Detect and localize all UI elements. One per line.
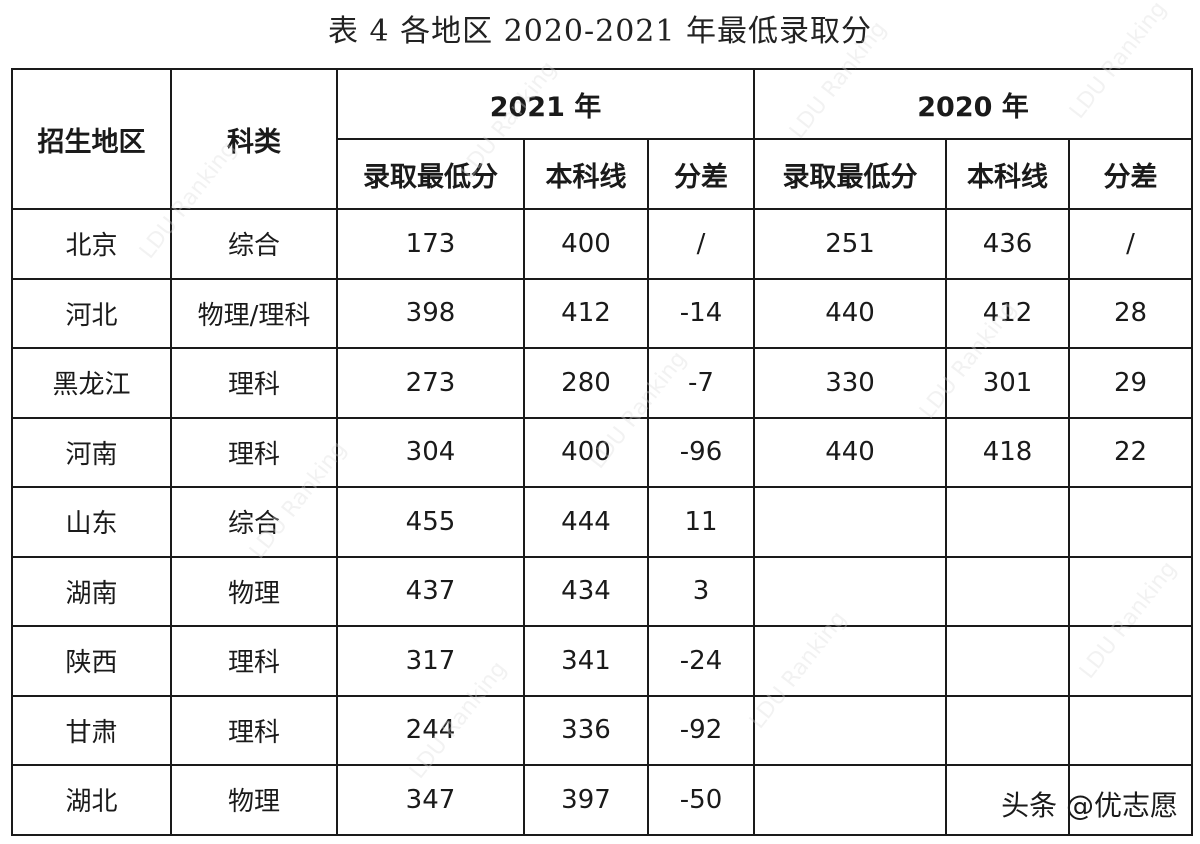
baseline-2021-cell: 444 [523,486,649,558]
subject-cell: 物理 [170,764,338,836]
min-score-2021-cell: 455 [336,486,525,558]
table-row: 河北 物理/理科 398 412 -14 440 412 28 [11,277,1194,349]
diff-2020-cell: 28 [1068,277,1194,349]
min-score-2020-cell: 440 [753,277,948,349]
diff-2021-cell: -50 [646,764,756,836]
region-cell: 黑龙江 [11,347,172,419]
region-cell: 湖北 [11,764,172,836]
region-cell: 河北 [11,277,172,349]
header-year-2020: 2020 年 [753,68,1194,140]
baseline-2021-cell: 400 [523,208,649,280]
diff-2021-cell: -96 [646,416,756,488]
baseline-2020-cell [945,625,1071,697]
baseline-2021-cell: 341 [523,625,649,697]
region-cell: 河南 [11,416,172,488]
subject-cell: 理科 [170,625,338,697]
table-row: 湖北 物理 347 397 -50 [11,764,1194,836]
diff-2020-cell [1068,694,1194,766]
diff-2020-cell: / [1068,208,1194,280]
subject-cell: 物理/理科 [170,277,338,349]
min-score-2021-cell: 317 [336,625,525,697]
region-cell: 陕西 [11,625,172,697]
region-cell: 甘肃 [11,694,172,766]
subject-cell: 理科 [170,416,338,488]
diff-2021-cell: 11 [646,486,756,558]
region-cell: 湖南 [11,555,172,627]
header-2021-min-score: 录取最低分 [336,138,525,210]
table-row: 陕西 理科 317 341 -24 [11,625,1194,697]
diff-2021-cell: 3 [646,555,756,627]
min-score-2020-cell: 440 [753,416,948,488]
baseline-2020-cell [945,694,1071,766]
header-subject: 科类 [170,68,338,210]
baseline-2021-cell: 412 [523,277,649,349]
min-score-2020-cell: 251 [753,208,948,280]
min-score-2021-cell: 437 [336,555,525,627]
subject-cell: 综合 [170,486,338,558]
diff-2021-cell: / [646,208,756,280]
min-score-2021-cell: 244 [336,694,525,766]
baseline-2020-cell: 436 [945,208,1071,280]
diff-2020-cell [1068,555,1194,627]
subject-cell: 物理 [170,555,338,627]
score-table: 招生地区 科类 2021 年 2020 年 录取最低分 本科线 分差 录取最低分… [11,68,1194,836]
min-score-2021-cell: 398 [336,277,525,349]
baseline-2020-cell [945,764,1071,836]
subject-cell: 综合 [170,208,338,280]
baseline-2021-cell: 280 [523,347,649,419]
region-cell: 北京 [11,208,172,280]
min-score-2020-cell [753,625,948,697]
baseline-2021-cell: 434 [523,555,649,627]
diff-2020-cell [1068,764,1194,836]
header-2020-diff: 分差 [1068,138,1194,210]
baseline-2020-cell: 412 [945,277,1071,349]
min-score-2021-cell: 347 [336,764,525,836]
diff-2020-cell [1068,486,1194,558]
baseline-2020-cell [945,486,1071,558]
header-year-2021: 2021 年 [335,68,756,140]
table-row: 河南 理科 304 400 -96 440 418 22 [11,416,1194,488]
table-body: 北京 综合 173 400/251 436/河北 物理/理科 398 412 -14 440 412… [11,208,1194,836]
baseline-2020-cell: 418 [945,416,1071,488]
baseline-2021-cell: 397 [523,764,649,836]
diff-2021-cell: -92 [646,694,756,766]
min-score-2020-cell [753,555,948,627]
min-score-2021-cell: 173 [336,208,525,280]
min-score-2020-cell: 330 [753,347,948,419]
baseline-2020-cell [945,555,1071,627]
region-cell: 山东 [11,486,172,558]
source-credit: 头条 @优志愿 [1001,789,1178,822]
min-score-2020-cell [753,694,948,766]
header-region: 招生地区 [11,68,172,210]
diff-2021-cell: -24 [646,625,756,697]
diff-2020-cell: 22 [1068,416,1194,488]
baseline-2021-cell: 400 [523,416,649,488]
table-row: 甘肃 理科 244 336 -92 [11,694,1194,766]
header-2020-baseline: 本科线 [945,138,1071,210]
diff-2020-cell [1068,625,1194,697]
min-score-2021-cell: 304 [336,416,525,488]
header-2021-baseline: 本科线 [523,138,649,210]
diff-2021-cell: -14 [646,277,756,349]
table-row: 湖南 物理 437 434 3 [11,555,1194,627]
min-score-2020-cell [753,764,948,836]
baseline-2021-cell: 336 [523,694,649,766]
header-2020-min-score: 录取最低分 [753,138,948,210]
header-2021-diff: 分差 [646,138,756,210]
baseline-2020-cell: 301 [945,347,1071,419]
table-row: 山东 综合 455 444 11 [11,486,1194,558]
min-score-2020-cell [753,486,948,558]
table-caption: 表 4 各地区 2020-2021 年最低录取分 [327,14,873,49]
diff-2020-cell: 29 [1068,347,1194,419]
min-score-2021-cell: 273 [336,347,525,419]
table-row: 北京 综合 173 400/251 436/ [11,208,1194,280]
subject-cell: 理科 [170,694,338,766]
diff-2021-cell: -7 [646,347,756,419]
subject-cell: 理科 [170,347,338,419]
table-row: 黑龙江 理科 273 280 -7 330 301 29 [11,347,1194,419]
